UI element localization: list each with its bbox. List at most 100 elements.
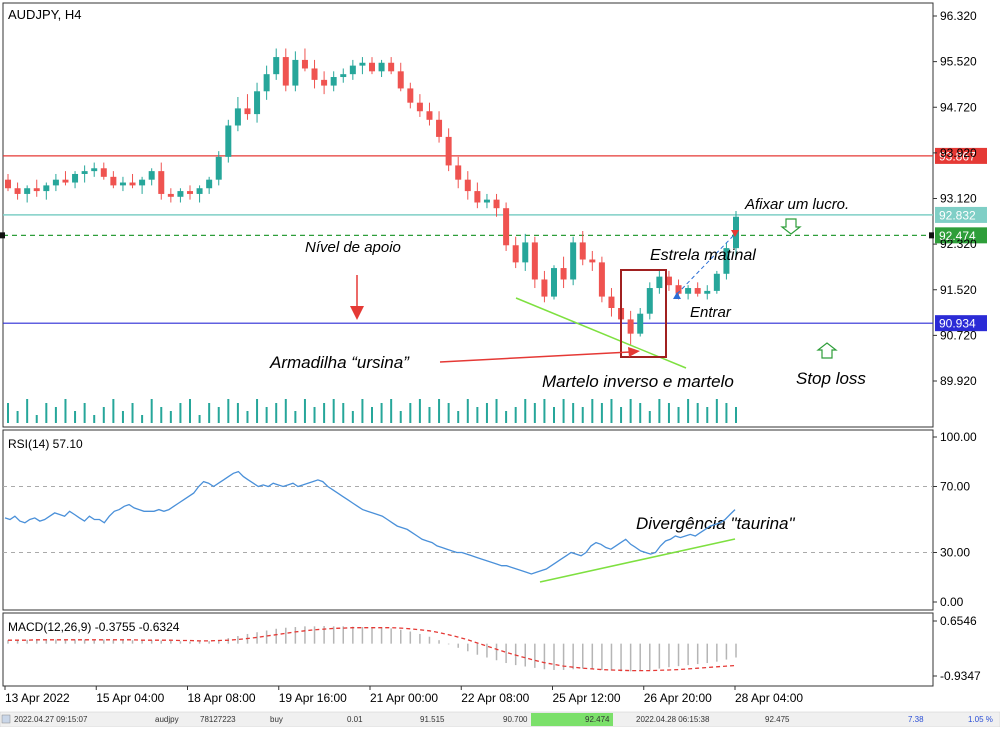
rsi-axis: 100.00 70.00 30.00 0.00	[933, 430, 977, 609]
candle-body	[273, 57, 280, 75]
macd-pane-frame	[2, 612, 934, 687]
time-tick-label: 15 Apr 04:00	[96, 691, 164, 705]
bear-trap-arrowhead	[628, 347, 640, 357]
candle-body	[560, 268, 567, 280]
candle-body	[148, 171, 155, 180]
candle-body	[187, 191, 193, 194]
candle-body	[43, 185, 50, 192]
candle-body	[416, 102, 423, 112]
candle-body	[503, 208, 510, 246]
candle-body	[541, 279, 548, 297]
candle-body	[215, 156, 222, 180]
status-percent: 1.05 %	[968, 715, 993, 724]
candle-body	[378, 62, 385, 72]
main-chart-header: AUDJPY, H4	[8, 7, 81, 22]
candle-body	[301, 59, 308, 69]
candle-body	[129, 182, 136, 186]
rsi-tick-label: 0.00	[940, 595, 964, 609]
entry-annotation: Entrar	[690, 304, 732, 321]
candle-body	[426, 111, 433, 120]
candle-body	[407, 88, 414, 103]
price-tag	[935, 315, 987, 332]
divergence-annotation: Divergência "taurina"	[636, 514, 796, 533]
rsi-tick-label: 100.00	[940, 430, 977, 444]
candle-body	[167, 193, 174, 197]
candle-body	[330, 77, 337, 86]
price-tick-label: 92.320	[940, 237, 977, 251]
candle-body	[100, 168, 107, 177]
price-tick-label: 93.120	[940, 192, 977, 206]
candle-body	[522, 242, 529, 263]
candle-body	[397, 71, 404, 89]
candle-body	[234, 108, 241, 126]
candle-body	[62, 179, 69, 183]
candle-body	[177, 191, 184, 197]
candle-body	[474, 191, 481, 203]
candle-body	[637, 313, 644, 334]
candle-body	[52, 179, 59, 186]
candle-body	[436, 119, 443, 137]
macd-axis: 0.6546 -0.9347	[933, 614, 981, 683]
candle-body	[704, 290, 711, 294]
buy-entry-icon	[673, 292, 681, 299]
candle-body	[512, 245, 519, 263]
candle-body	[359, 62, 366, 66]
candle-body	[139, 179, 146, 186]
candle-body	[282, 57, 289, 86]
status-profit: 7.38	[908, 715, 924, 724]
candle-body	[321, 79, 328, 86]
support-arrowhead	[350, 306, 364, 320]
price-tick-label: 95.520	[940, 55, 977, 69]
candle-body	[91, 168, 98, 172]
candle-body	[464, 179, 471, 192]
trade-icon	[1, 714, 11, 724]
rsi-divergence-line	[539, 538, 736, 583]
support-annotation: Nível de apoio	[305, 239, 401, 256]
status-close-price: 92.475	[765, 715, 790, 724]
price-tag	[935, 227, 987, 244]
candle-body	[579, 242, 586, 260]
candle-body	[292, 59, 299, 86]
candle-body	[110, 176, 117, 186]
price-tick-label: 94.720	[940, 100, 977, 114]
take-profit-marker-icon	[780, 218, 802, 235]
rsi-header: RSI(14) 57.10	[8, 437, 83, 451]
macd-tick-label: -0.9347	[940, 669, 981, 683]
time-tick-label: 28 Apr 04:00	[735, 691, 803, 705]
candle-body	[254, 91, 261, 115]
price-tag-label: 92.474	[939, 229, 976, 243]
price-tick-label: 89.920	[940, 374, 977, 388]
bear-trap-box	[620, 269, 667, 358]
candle-body	[656, 276, 663, 289]
price-tag	[935, 206, 987, 223]
stop-loss-marker-icon	[816, 342, 838, 359]
hammers-annotation: Martelo inverso e martelo	[542, 372, 734, 391]
price-tag-label: 90.934	[939, 317, 976, 331]
sell-exit-icon	[731, 230, 739, 237]
time-axis: 13 Apr 2022 15 Apr 04:00 18 Apr 08:00 19 Ap…	[4, 686, 803, 705]
bear-trap-annotation: Armadilha “ursina”	[269, 353, 410, 372]
rsi-tick-label: 70.00	[940, 480, 970, 494]
stop-loss-annotation: Stop loss	[796, 369, 866, 388]
status-symbol: audjpy	[155, 715, 179, 724]
price-tick-label: 96.320	[940, 9, 977, 23]
candle-body	[570, 242, 577, 280]
time-tick-label: 22 Apr 08:00	[461, 691, 529, 705]
candle-body	[483, 199, 490, 203]
macd-header: MACD(12,26,9) -0.3755 -0.6324	[8, 620, 180, 634]
price-tick-label: 91.520	[940, 283, 977, 297]
candle-body	[119, 182, 126, 186]
status-type: buy	[270, 715, 283, 724]
candle-body	[531, 242, 538, 280]
candle-body	[24, 188, 31, 194]
status-volume: 0.01	[347, 715, 363, 724]
candle-body	[551, 268, 557, 297]
candle-body	[388, 62, 395, 72]
time-tick-label: 13 Apr 2022	[5, 691, 70, 705]
candle-body	[206, 179, 213, 189]
price-tick-label: 93.920	[940, 146, 977, 160]
candle-body	[685, 288, 692, 294]
price-tag	[935, 147, 987, 164]
